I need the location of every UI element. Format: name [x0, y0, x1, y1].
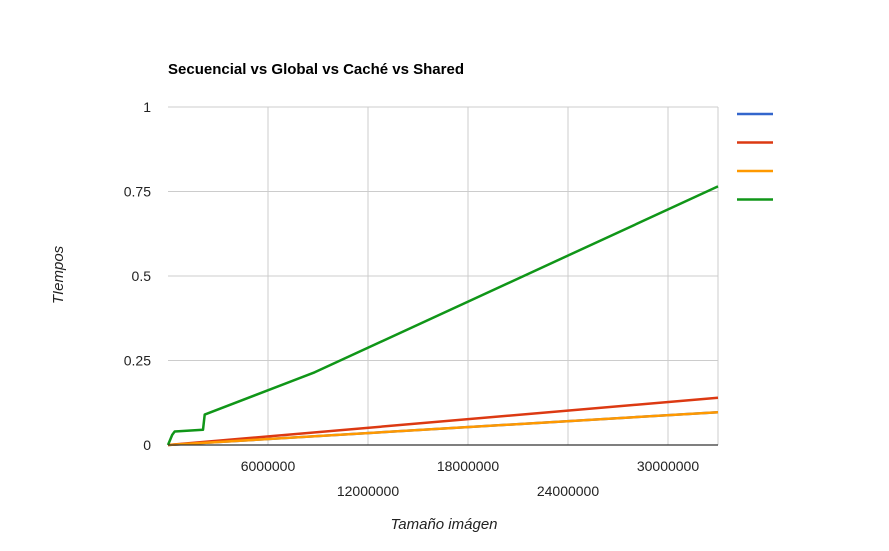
x-tick-label: 24000000 — [537, 483, 600, 499]
x-tick-label: 30000000 — [637, 458, 700, 474]
grid — [168, 106, 719, 445]
series-line-2 — [167, 396, 719, 447]
chart-title: Secuencial vs Global vs Caché vs Shared — [168, 61, 464, 78]
series-line-3 — [167, 410, 719, 447]
y-tick-label: 0.25 — [124, 353, 151, 369]
y-tick-label: 0 — [143, 437, 151, 453]
x-tick-label: 18000000 — [437, 458, 500, 474]
y-tick-label: 1 — [143, 99, 151, 115]
x-tick-label: 6000000 — [241, 458, 296, 474]
axes: 0 0.25 0.5 0.75 1 6000000 12000000 18000000 2400… — [124, 99, 718, 499]
y-tick-label: 0.75 — [124, 184, 151, 200]
x-tick-label: 12000000 — [337, 483, 400, 499]
series-layer — [166, 185, 719, 447]
y-axis-label: TIempos — [50, 245, 67, 304]
x-axis-label: Tamaño imágen — [390, 516, 497, 533]
legend — [737, 112, 773, 201]
series-line-4 — [166, 185, 719, 446]
y-tick-label: 0.5 — [132, 268, 152, 284]
